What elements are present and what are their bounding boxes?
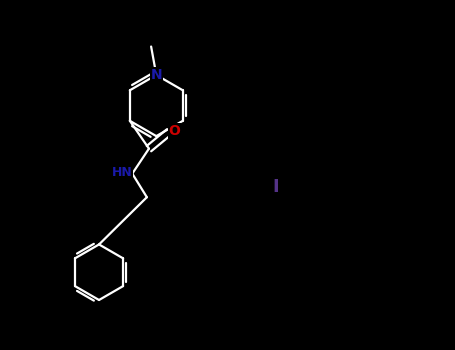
Text: N: N — [151, 68, 162, 82]
Text: I: I — [273, 178, 279, 196]
Text: HN: HN — [111, 166, 132, 180]
Text: O: O — [169, 124, 181, 138]
